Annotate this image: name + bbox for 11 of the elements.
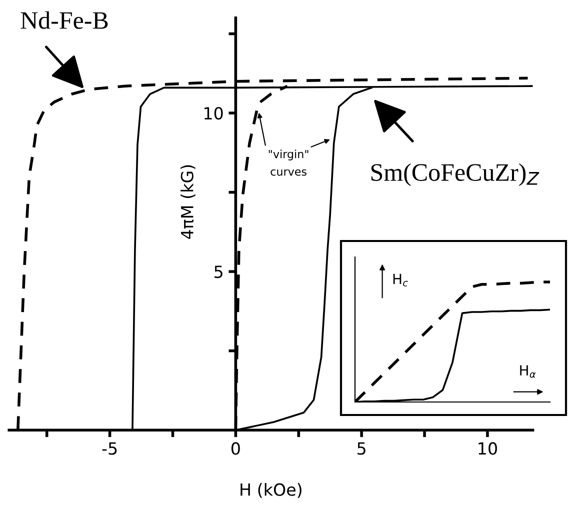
y-axis-title: H$_{c}$ xyxy=(393,274,408,286)
x-axis-title: H$_{α}$ xyxy=(520,365,536,378)
x-tick-label: 5 xyxy=(358,442,366,455)
annotation: Sm(CoFeCuZr)$_{Z}$ xyxy=(371,163,540,186)
x-tick-label: 0 xyxy=(231,442,240,455)
x-axis-title: H (kOe) xyxy=(240,483,302,498)
x-tick-label: -5 xyxy=(102,442,117,455)
annotation: Nd-Fe-B xyxy=(20,11,108,29)
annotation: "virgin" curves xyxy=(268,150,308,176)
y-axis-title: 4πM (kG) xyxy=(180,165,196,239)
x-tick-label: 10 xyxy=(478,442,497,455)
